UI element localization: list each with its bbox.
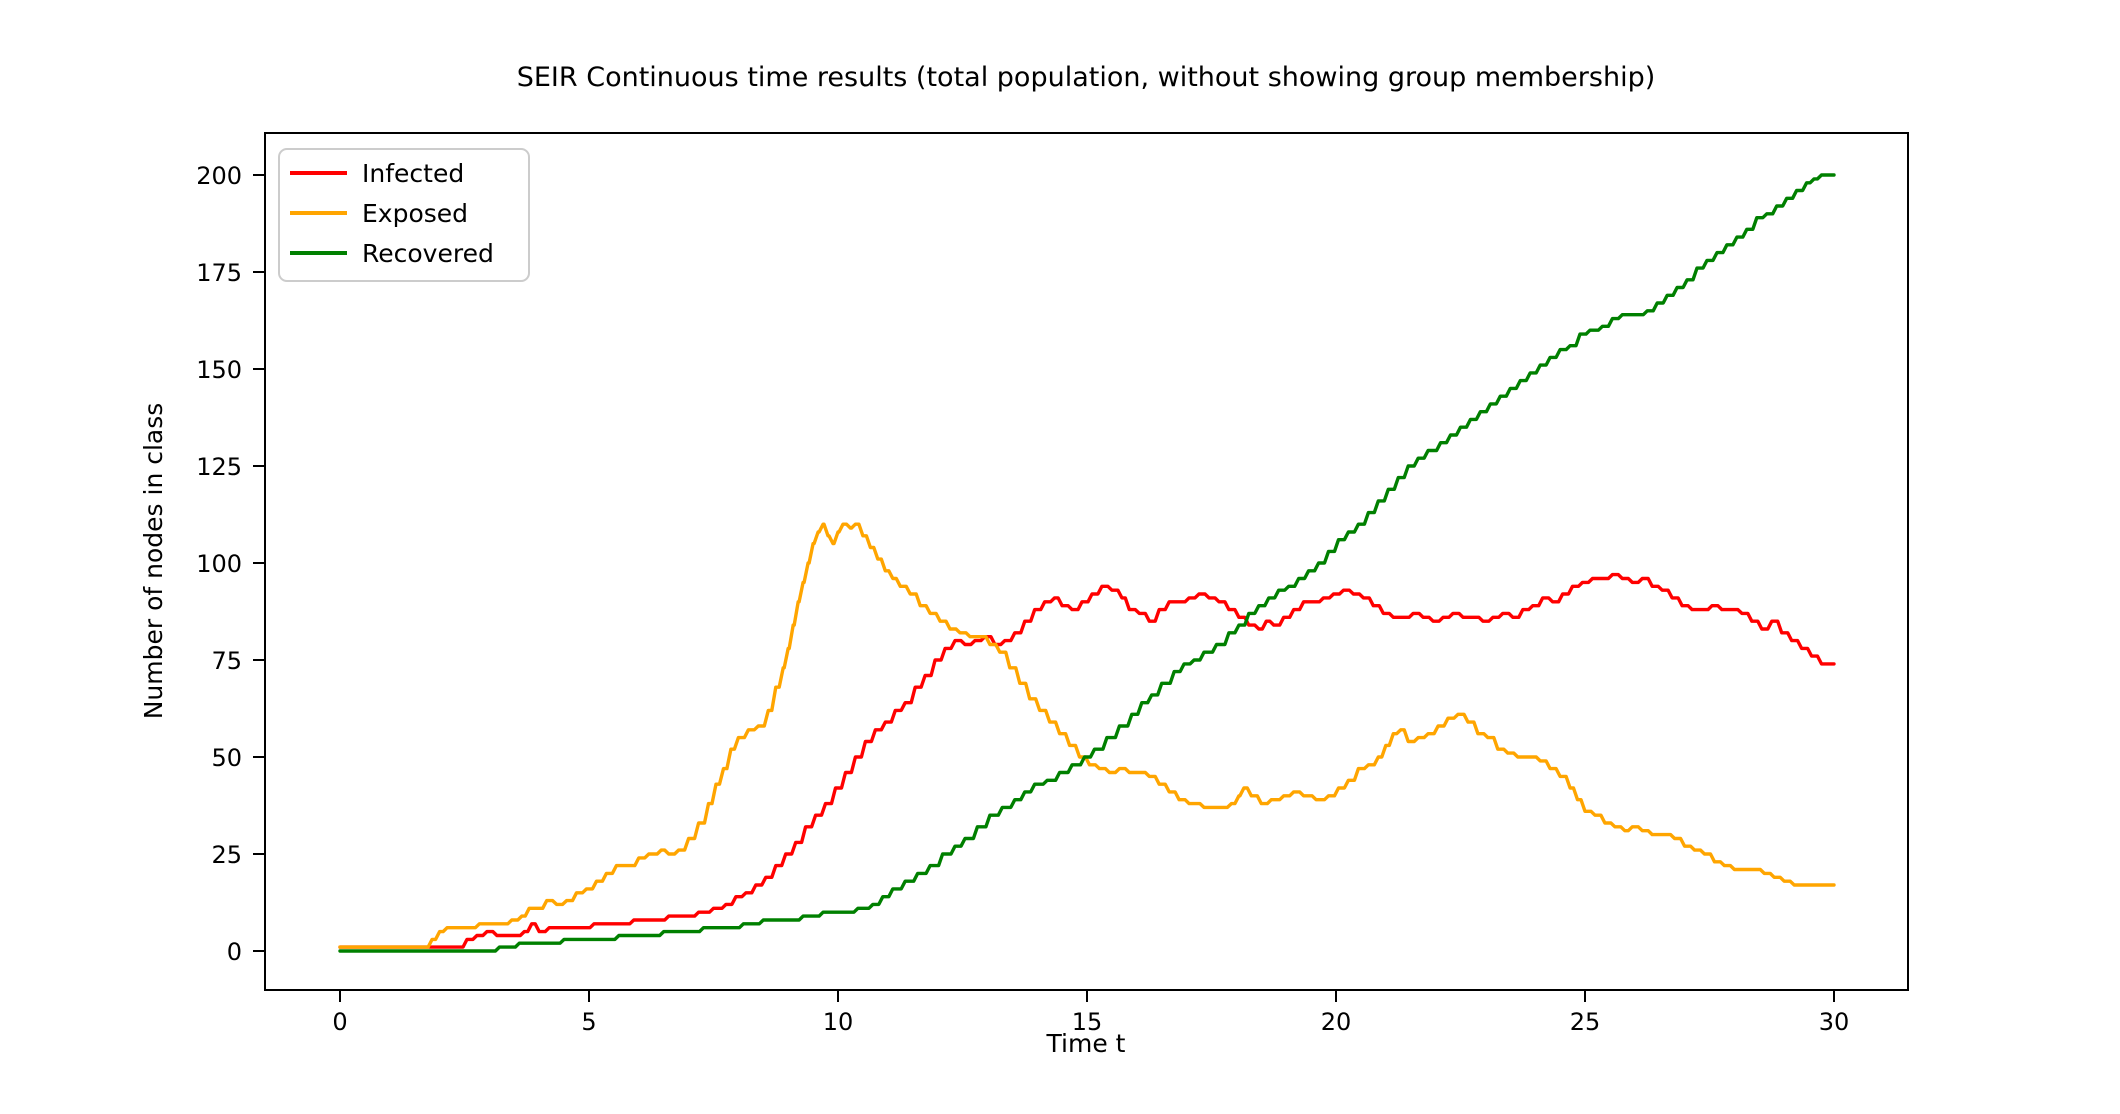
y-tick-label: 150 [196, 356, 242, 384]
series-line-recovered [338, 173, 1836, 953]
series-lines [338, 173, 1836, 953]
y-tick-label: 100 [196, 550, 242, 578]
x-axis-ticks: 0 5 10 15 20 25 30 [332, 990, 1849, 1036]
y-tick-label: 200 [196, 162, 242, 190]
plot-area [264, 132, 1909, 991]
x-tick-label: 20 [1321, 1008, 1352, 1036]
legend-label-infected: Infected [362, 159, 464, 188]
legend-label-exposed: Exposed [362, 199, 468, 228]
y-tick-label: 50 [211, 744, 242, 772]
series-line-exposed [338, 522, 1836, 949]
x-tick-label: 30 [1819, 1008, 1850, 1036]
x-tick-label: 0 [332, 1008, 347, 1036]
y-tick-label: 75 [211, 647, 242, 675]
legend: Infected Exposed Recovered [278, 148, 530, 282]
y-tick-label: 175 [196, 259, 242, 287]
y-tick-label: 125 [196, 453, 242, 481]
y-axis-label: Number of nodes in class [139, 403, 168, 720]
legend-box [278, 148, 530, 282]
series-line-infected [338, 572, 1836, 949]
y-tick-label: 25 [211, 841, 242, 869]
x-tick-label: 15 [1072, 1008, 1103, 1036]
x-axis-label: Time t [1046, 1029, 1126, 1058]
x-tick-label: 25 [1570, 1008, 1601, 1036]
y-tick-label: 0 [227, 938, 242, 966]
x-tick-label: 5 [581, 1008, 596, 1036]
legend-label-recovered: Recovered [362, 239, 494, 268]
chart-title: SEIR Continuous time results (total popu… [517, 62, 1656, 93]
x-tick-label: 10 [823, 1008, 854, 1036]
y-axis-ticks: 0 25 50 75 100 125 150 175 200 [196, 162, 265, 966]
